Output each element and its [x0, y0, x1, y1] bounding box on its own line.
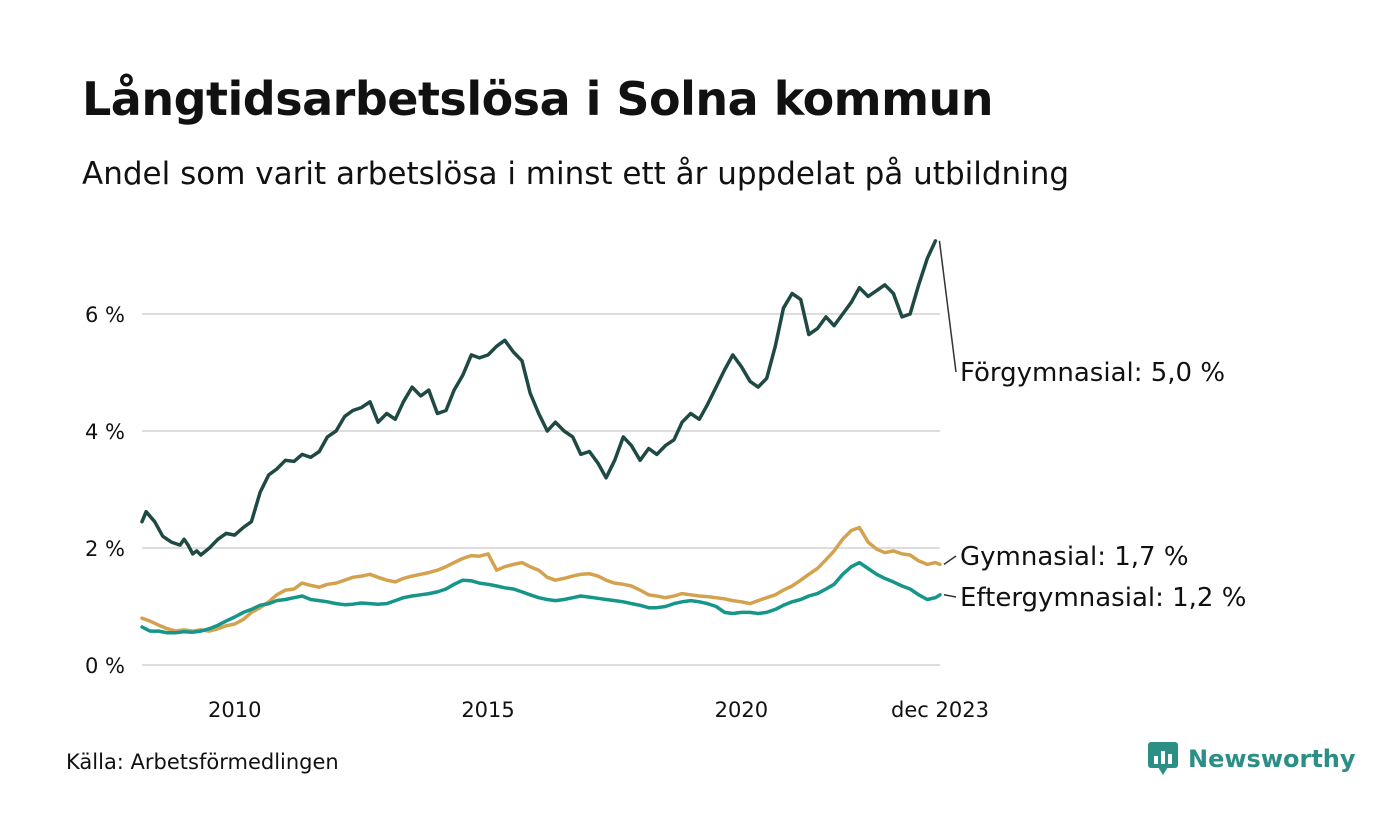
source-note: Källa: Arbetsförmedlingen: [66, 750, 339, 774]
brand-name: Newsworthy: [1188, 745, 1356, 773]
y-tick-label: 0 %: [85, 654, 125, 678]
series-label: Förgymnasial: 5,0 %: [960, 358, 1225, 388]
x-axis: 2010 2015 2020 dec 2023: [208, 698, 989, 722]
brand[interactable]: Newsworthy: [1148, 742, 1356, 776]
newsworthy-logo-icon: [1148, 742, 1178, 775]
y-axis: 0 % 2 % 4 % 6 %: [85, 303, 125, 678]
series-labels: Förgymnasial: 5,0 % Gymnasial: 1,7 % Efter…: [938, 240, 1246, 613]
y-tick-label: 6 %: [85, 303, 125, 327]
chart-subtitle: Andel som varit arbetslösa i minst ett å…: [82, 156, 1070, 192]
y-tick-label: 2 %: [85, 537, 125, 561]
series-line-eftergymnasial: [140, 560, 942, 635]
chart-title: Långtidsarbetslösa i Solna kommun: [82, 72, 994, 126]
label-leader: [943, 555, 957, 565]
x-tick-label: dec 2023: [891, 698, 989, 722]
series-label: Gymnasial: 1,7 %: [960, 542, 1189, 572]
x-tick-label: 2020: [715, 698, 768, 722]
series-layer: [140, 239, 942, 635]
series-line-gymnasial: [140, 525, 942, 633]
y-tick-label: 4 %: [85, 420, 125, 444]
grid-layer: [142, 313, 940, 666]
x-tick-label: 2015: [461, 698, 514, 722]
x-tick-label: 2010: [208, 698, 261, 722]
label-leader: [943, 594, 957, 598]
label-leader: [938, 240, 957, 373]
series-label: Eftergymnasial: 1,2 %: [960, 583, 1246, 613]
series-line-förgymnasial: [140, 239, 938, 557]
